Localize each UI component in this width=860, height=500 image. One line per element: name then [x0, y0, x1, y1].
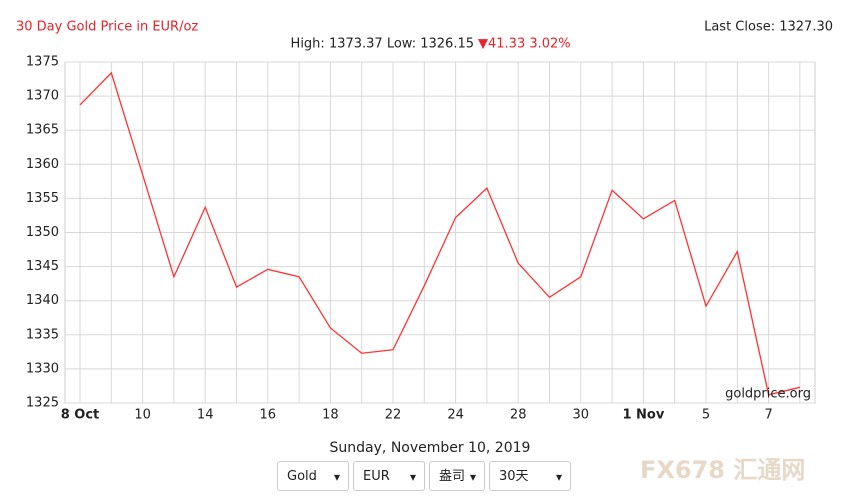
dropdown[interactable]: 盎司	[429, 461, 485, 492]
x-tick-label: 8 Oct	[61, 408, 100, 423]
x-tick-label: 1 Nov	[622, 408, 664, 423]
logo: FX678 汇通网	[640, 450, 805, 485]
logo-mark: FX678	[640, 456, 725, 484]
x-tick-label: 28	[510, 408, 527, 423]
logo-text: 汇通网	[733, 456, 806, 484]
y-tick-label: 1340	[26, 293, 59, 308]
y-tick-label: 1330	[26, 361, 59, 376]
y-tick-label: 1370	[26, 89, 59, 104]
x-tick-label: 30	[573, 408, 590, 423]
change: ▼41.33 3.02%	[478, 37, 571, 52]
y-tick-label: 1350	[26, 225, 59, 240]
x-tick-label: 18	[322, 408, 339, 423]
x-tick-label: 22	[385, 408, 402, 423]
chart: 30 Day Gold Price in EUR/oz Last Close: …	[16, 20, 833, 423]
stats: High: 1373.37 Low: 1326.15	[291, 37, 474, 52]
y-tick-label: 1375	[26, 55, 59, 70]
date: Sunday, November 10, 2019	[329, 440, 531, 456]
x-tick-label: 14	[197, 408, 214, 423]
y-tick-label: 1345	[26, 259, 59, 274]
dropdown[interactable]: Gold	[277, 461, 349, 492]
y-tick-label: 1325	[26, 396, 59, 411]
chart-title: 30 Day Gold Price in EUR/oz	[16, 20, 198, 35]
y-tick-label: 1355	[26, 191, 59, 206]
y-tick-label: 1335	[26, 327, 59, 342]
x-tick-label: 7	[764, 408, 772, 423]
dropdown[interactable]: EUR	[353, 461, 425, 492]
x-tick-label: 10	[134, 408, 151, 423]
x-tick-label: 16	[260, 408, 277, 423]
last-close: Last Close: 1327.30	[704, 20, 833, 35]
line	[79, 71, 801, 396]
x-tick-label: 24	[447, 408, 464, 423]
x-tick-label: 5	[702, 408, 710, 423]
y-tick-label: 1360	[26, 157, 59, 172]
watermark: goldprice.org	[725, 387, 811, 402]
dropdown[interactable]: 30天	[489, 461, 571, 492]
y-tick-label: 1365	[26, 123, 59, 138]
